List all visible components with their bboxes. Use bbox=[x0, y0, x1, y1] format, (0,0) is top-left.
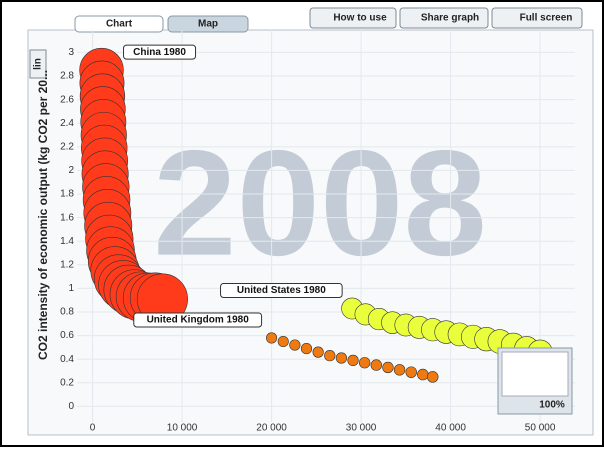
y-tick-label: 1.8 bbox=[60, 189, 74, 200]
y-axis-title: CO2 intensity of economic output (kg CO2… bbox=[36, 70, 50, 360]
bubble bbox=[382, 361, 394, 374]
x-tick-label: 40 000 bbox=[435, 423, 466, 434]
bubble bbox=[405, 366, 417, 378]
scale-toggle-label[interactable]: lin bbox=[33, 58, 44, 70]
button-label[interactable]: How to use bbox=[333, 13, 387, 24]
bubble bbox=[347, 354, 359, 367]
y-tick-label: 0.6 bbox=[60, 330, 74, 341]
tab[interactable] bbox=[74, 15, 164, 33]
tab-label[interactable]: Map bbox=[198, 19, 218, 30]
button[interactable] bbox=[309, 7, 397, 29]
y-tick-label: 2 bbox=[68, 165, 74, 176]
y-tick-label: 2.2 bbox=[60, 141, 74, 152]
x-tick-label: 10 000 bbox=[167, 423, 198, 434]
button[interactable] bbox=[399, 7, 489, 29]
y-tick-label: 1 bbox=[68, 283, 74, 294]
x-tick-label: 0 bbox=[90, 423, 96, 434]
y-tick-label: 3 bbox=[68, 47, 74, 58]
annotation-box bbox=[133, 312, 263, 328]
y-tick-label: 1.6 bbox=[60, 212, 74, 223]
annotation: China 1980 bbox=[133, 47, 186, 58]
y-tick-label: 2.8 bbox=[60, 71, 74, 82]
bubble bbox=[324, 350, 336, 362]
annotation-box bbox=[220, 282, 343, 298]
button-label[interactable]: Share graph bbox=[421, 13, 479, 24]
x-tick-label: 30 000 bbox=[346, 423, 377, 434]
minimap-view bbox=[501, 351, 569, 397]
y-tick-label: 1.2 bbox=[60, 259, 74, 270]
bubble bbox=[300, 342, 313, 355]
annotation: United Kingdom 1980 bbox=[147, 315, 250, 326]
scale-toggle[interactable] bbox=[29, 49, 47, 79]
tab[interactable] bbox=[167, 15, 249, 33]
annotation-box bbox=[123, 44, 197, 60]
x-tick-label: 20 000 bbox=[256, 423, 287, 434]
bubble bbox=[289, 339, 301, 351]
y-tick-label: 2.4 bbox=[60, 118, 74, 129]
zoom-level: 100% bbox=[539, 400, 565, 411]
y-tick-label: 0.8 bbox=[60, 307, 74, 318]
bubble bbox=[426, 371, 439, 383]
y-tick-label: 0.4 bbox=[60, 354, 74, 365]
y-tick-label: 1.4 bbox=[60, 236, 74, 247]
bubble bbox=[370, 359, 382, 371]
button[interactable] bbox=[491, 7, 583, 29]
bubble bbox=[335, 352, 348, 364]
y-tick-label: 0.2 bbox=[60, 377, 74, 388]
x-tick-label: 50 000 bbox=[525, 423, 556, 434]
button-label[interactable]: Full screen bbox=[520, 13, 573, 24]
y-tick-label: 0 bbox=[68, 401, 74, 412]
bubble bbox=[417, 368, 429, 381]
bubble bbox=[393, 364, 406, 376]
bubble bbox=[312, 346, 324, 358]
tab-label[interactable]: Chart bbox=[106, 19, 133, 30]
year-watermark: 2008 bbox=[153, 119, 487, 287]
bubble bbox=[266, 332, 278, 344]
annotation: United States 1980 bbox=[237, 285, 326, 296]
bubble bbox=[277, 335, 289, 348]
bubble bbox=[358, 357, 371, 369]
y-tick-label: 2.6 bbox=[60, 94, 74, 105]
